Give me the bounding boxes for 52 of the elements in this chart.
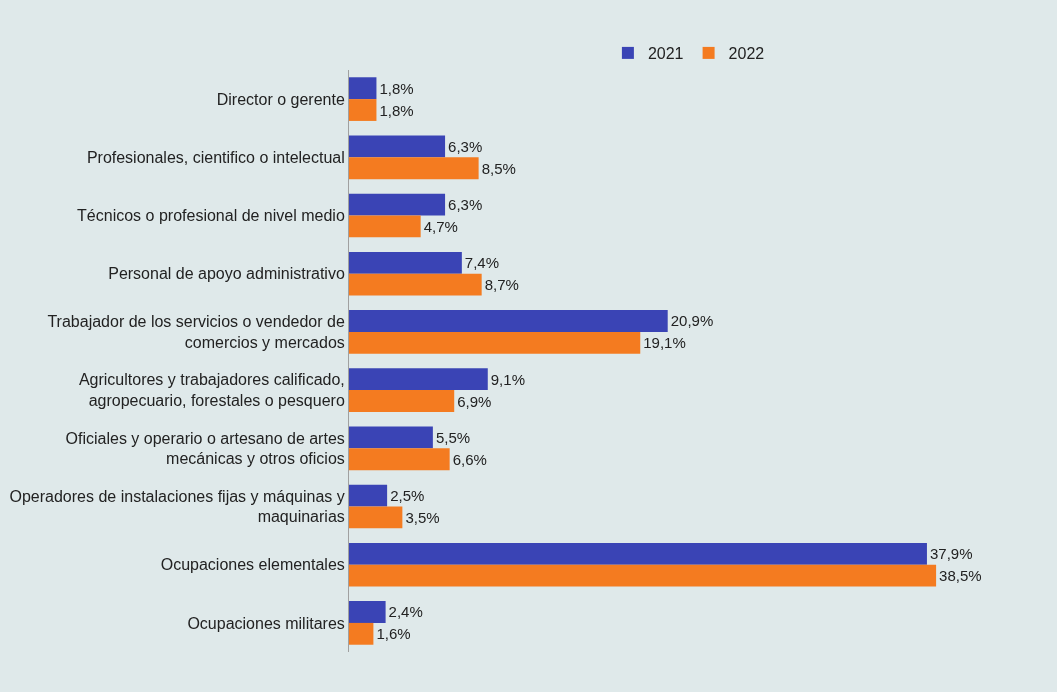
data-label: 1,8% (379, 101, 414, 119)
data-label: 7,4% (464, 254, 500, 272)
bar (349, 135, 446, 158)
bar (349, 564, 937, 587)
data-label: 3,5% (405, 508, 440, 526)
bar (349, 542, 927, 565)
bar (349, 390, 455, 412)
y-tick-label: Ocupaciones elementales (160, 556, 345, 574)
data-label: 9,1% (490, 370, 525, 388)
data-label: 4,7% (423, 217, 458, 235)
data-label: 6,6% (452, 450, 487, 468)
bar (349, 622, 374, 645)
bar (349, 310, 668, 332)
data-label: 37,9% (929, 545, 973, 563)
y-tick-label: Personal de apoyo administrativo (108, 265, 345, 283)
bar (349, 99, 377, 121)
y-tick-label: Director o gerente (216, 90, 345, 108)
data-label: 19,1% (643, 334, 686, 352)
bar (349, 484, 388, 507)
bar (349, 601, 386, 623)
y-tick-label: Oficiales y operario o artesano de artes mecánicas y otros oficios (65, 429, 345, 468)
y-tick-label: Operadores de instalaciones fijas y máquinas y maquinarias (9, 487, 345, 526)
data-label: 2,4% (388, 603, 423, 621)
bar (349, 215, 421, 238)
legend-label: 2021 (647, 45, 684, 63)
data-label: 2,5% (390, 487, 425, 505)
y-tick-label: Agricultores y trabajadores calificado, agropecuario, forestales o pesquero (78, 371, 345, 410)
bar (349, 273, 482, 296)
bar (349, 193, 446, 216)
data-label: 8,7% (484, 276, 519, 294)
bar (349, 426, 433, 449)
data-label: 38,5% (939, 567, 982, 585)
bar (349, 448, 450, 471)
bar (349, 77, 377, 100)
y-tick-label: Técnicos o profesional de nivel medio (77, 207, 345, 225)
y-tick-label: Ocupaciones militares (187, 614, 345, 632)
bar (349, 331, 641, 354)
bar (349, 251, 462, 274)
data-label: 1,6% (376, 625, 411, 643)
data-label: 6,9% (457, 392, 492, 410)
data-label: 20,9% (670, 312, 714, 330)
data-label: 6,3% (448, 137, 483, 155)
data-label: 5,5% (435, 428, 471, 446)
bar (349, 368, 488, 391)
bar (349, 157, 479, 180)
bar (349, 506, 403, 529)
data-label: 8,5% (481, 159, 516, 177)
y-tick-label: Profesionales, cientifico o intelectual (86, 148, 345, 166)
data-label: 1,8% (379, 79, 414, 97)
data-label: 6,3% (448, 196, 483, 214)
y-tick-label: Trabajador de los servicios o vendedor de comercios y mercados (47, 313, 345, 351)
legend-label: 2022 (728, 45, 765, 63)
